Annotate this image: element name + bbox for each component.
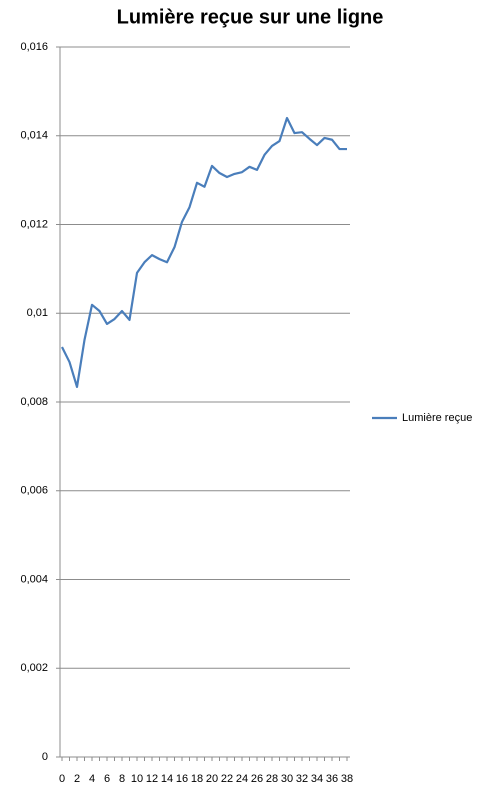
y-tick-label: 0,016 [20, 41, 48, 53]
x-tick-label: 0 [59, 773, 65, 785]
legend-label: Lumière reçue [402, 412, 472, 424]
x-tick-label: 24 [236, 773, 248, 785]
x-tick-label: 10 [131, 773, 143, 785]
data-line [61, 116, 347, 389]
y-tick-label: 0 [42, 751, 48, 763]
y-tick-label: 0,002 [20, 662, 48, 674]
y-tick-label: 0,014 [20, 130, 48, 142]
y-tick-label: 0,012 [20, 218, 48, 230]
x-tick-label: 8 [119, 773, 125, 785]
chart-title: Lumière reçue sur une ligne [117, 6, 384, 28]
x-tick-label: 6 [104, 773, 110, 785]
x-tick-label: 12 [146, 773, 158, 785]
x-tick-label: 38 [341, 773, 353, 785]
y-tick-label: 0,004 [20, 573, 48, 585]
x-tick-label: 32 [296, 773, 308, 785]
x-tick-label: 2 [74, 773, 80, 785]
x-tick-label: 36 [326, 773, 338, 785]
x-tick-label: 22 [221, 773, 233, 785]
x-tick-label: 20 [206, 773, 218, 785]
x-tick-label: 30 [281, 773, 293, 785]
x-tick-label: 26 [251, 773, 263, 785]
x-tick-label: 28 [266, 773, 278, 785]
x-tick-label: 18 [191, 773, 203, 785]
y-tick-label: 0,01 [27, 307, 48, 319]
x-tick-label: 4 [89, 773, 95, 785]
x-tick-label: 34 [311, 773, 323, 785]
y-tick-label: 0,008 [20, 396, 48, 408]
y-tick-label: 0,006 [20, 485, 48, 497]
x-tick-label: 16 [176, 773, 188, 785]
x-tick-label: 14 [161, 773, 173, 785]
